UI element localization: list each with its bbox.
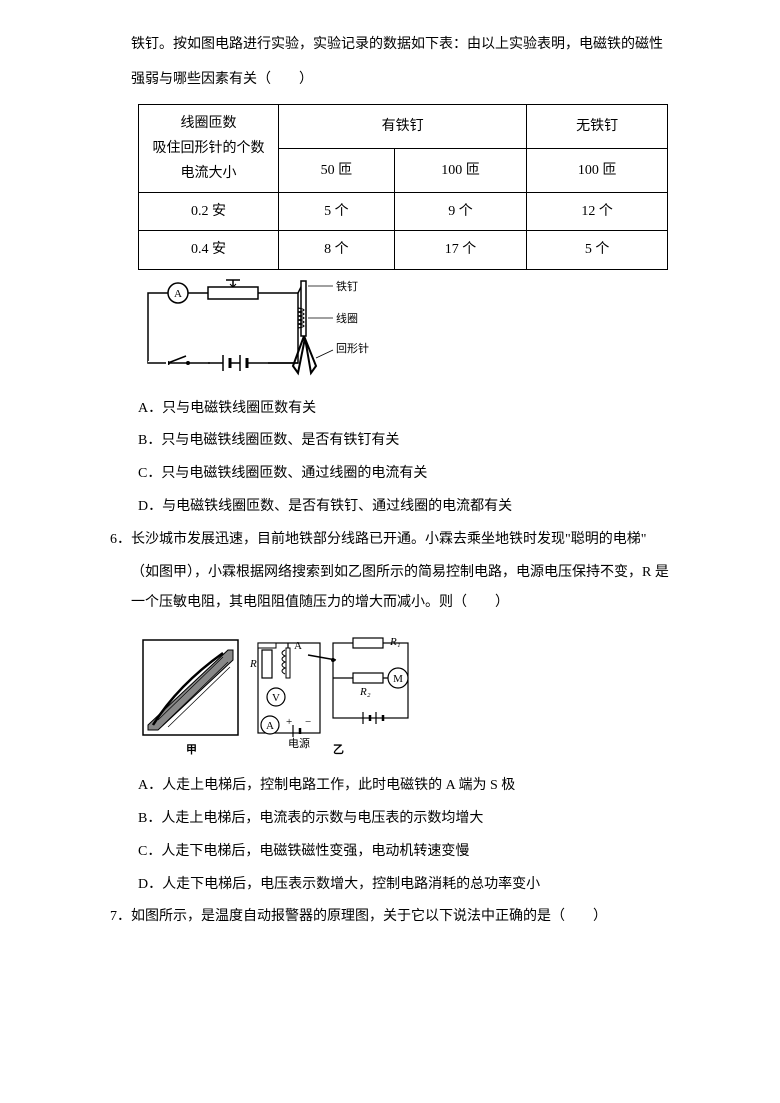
table-row-header: 线圈匝数 吸住回形针的个数 电流大小 xyxy=(139,104,279,193)
q6-option-b: B．人走上电梯后，电流表的示数与电压表的示数均增大 xyxy=(110,804,680,835)
row1-c2: 12 个 xyxy=(527,193,668,231)
row2-c1: 17 个 xyxy=(394,231,526,269)
q6-line1: 6．长沙城市发展迅速，目前地铁部分线路已开通。小霖去乘坐地铁时发现"聪明的电梯" xyxy=(110,525,680,556)
row2-c2: 5 个 xyxy=(527,231,668,269)
q5-intro-line2: 强弱与哪些因素有关（ ） xyxy=(110,65,680,96)
yi-label: 乙 xyxy=(333,743,344,756)
q5-option-a: A．只与电磁铁线圈匝数有关 xyxy=(110,394,680,425)
svg-text:+: + xyxy=(286,716,292,728)
row1-c0: 5 个 xyxy=(279,193,395,231)
q6-option-a: A．人走上电梯后，控制电路工作，此时电磁铁的 A 端为 S 极 xyxy=(110,771,680,802)
q6-line3: 一个压敏电阻，其电阻阻值随压力的增大而减小。则（ ） xyxy=(110,588,680,619)
nail-label: 铁钉 xyxy=(336,280,358,293)
hdr-current: 电流大小 xyxy=(147,161,270,186)
q7-line1: 7．如图所示，是温度自动报警器的原理图，关于它以下说法中正确的是（ ） xyxy=(110,902,680,933)
subcol-50: 50 匝 xyxy=(279,148,395,192)
svg-text:−: − xyxy=(305,716,311,728)
A-end-label: A xyxy=(294,640,302,652)
q6-option-c: C．人走下电梯后，电磁铁磁性变强，电动机转速变慢 xyxy=(110,837,680,868)
col-group-no-nail: 无铁钉 xyxy=(527,104,668,148)
q5-option-c: C．只与电磁铁线圈匝数、通过线圈的电流有关 xyxy=(110,459,680,490)
row2-current: 0.4 安 xyxy=(139,231,279,269)
jia-label: 甲 xyxy=(186,743,197,756)
voltmeter-label: V xyxy=(272,692,280,704)
motor-label: M xyxy=(393,673,403,685)
q5-data-table: 线圈匝数 吸住回形针的个数 电流大小 有铁钉 无铁钉 50 匝 100 匝 10… xyxy=(138,104,668,270)
coil-label: 线圈 xyxy=(336,311,358,325)
ammeter-label: A xyxy=(174,288,182,300)
row1-c1: 9 个 xyxy=(394,193,526,231)
subcol-100b: 100 匝 xyxy=(527,148,668,192)
R-label: R xyxy=(249,658,257,670)
R1-label: R₁ xyxy=(389,636,401,648)
row2-c0: 8 个 xyxy=(279,231,395,269)
q5-intro-line1: 铁钉。按如图电路进行实验，实验记录的数据如下表：由以上实验表明，电磁铁的磁性 xyxy=(110,30,680,61)
power-label: 电源 xyxy=(288,736,310,750)
q6-line2: （如图甲），小霖根据网络搜索到如乙图所示的简易控制电路，电源电压保持不变，R 是 xyxy=(110,558,680,589)
ammeter-label2: A xyxy=(266,720,274,732)
q6-option-d: D．人走下电梯后，电压表示数增大，控制电路消耗的总功率变小 xyxy=(110,870,680,901)
q5-circuit-diagram: A 铁钉 线圈 回形针 xyxy=(138,278,388,388)
q5-option-d: D．与电磁铁线圈匝数、是否有铁钉、通过线圈的电流都有关 xyxy=(110,492,680,523)
R2-label: R₂ xyxy=(359,686,371,698)
col-group-with-nail: 有铁钉 xyxy=(279,104,527,148)
q6-diagram: 甲 R A V A 电源 + − R₁ R₂ xyxy=(138,625,398,765)
row1-current: 0.2 安 xyxy=(139,193,279,231)
hdr-clips: 吸住回形针的个数 xyxy=(147,136,270,161)
q5-option-b: B．只与电磁铁线圈匝数、是否有铁钉有关 xyxy=(110,426,680,457)
hdr-coil: 线圈匝数 xyxy=(147,111,270,136)
clip-label: 回形针 xyxy=(336,341,369,355)
subcol-100a: 100 匝 xyxy=(394,148,526,192)
